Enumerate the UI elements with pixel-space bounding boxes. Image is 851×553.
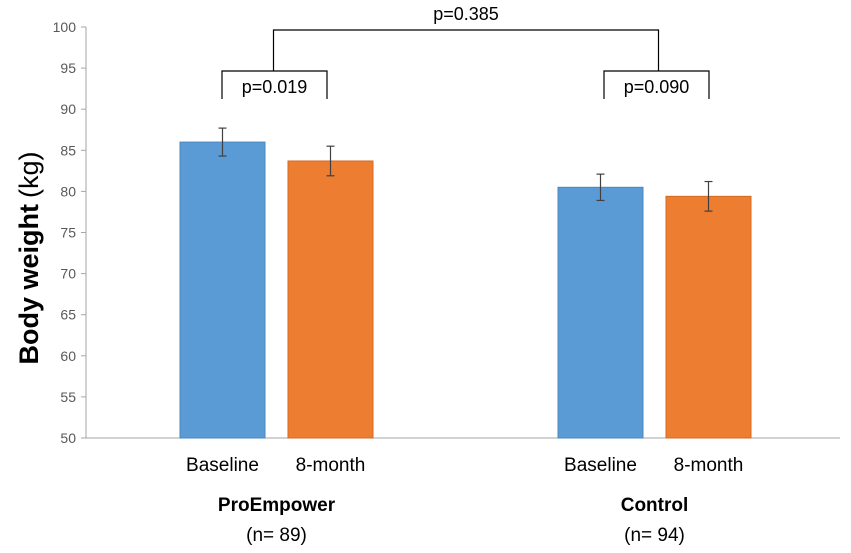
category-label: Baseline xyxy=(564,455,637,476)
y-tick-label: 95 xyxy=(60,60,76,76)
within-group-bracket xyxy=(221,70,328,99)
category-label: 8-month xyxy=(674,455,744,476)
y-tick-label: 100 xyxy=(53,19,77,35)
bar-proempower-8-month xyxy=(287,160,374,439)
category-label: Baseline xyxy=(186,455,259,476)
y-tick-label: 55 xyxy=(60,389,76,405)
bar-control-8-month xyxy=(665,195,752,439)
y-tick-label: 75 xyxy=(60,225,76,241)
group-n-label: (n= 89) xyxy=(246,525,307,546)
between-group-p-value: p=0.385 xyxy=(433,4,499,24)
y-tick-label: 85 xyxy=(60,142,76,158)
within-group-p-value: p=0.090 xyxy=(624,77,690,97)
bar-control-baseline xyxy=(557,186,644,439)
bar-proempower-baseline xyxy=(179,141,266,439)
y-axis-title: Body weight (kg) xyxy=(14,152,44,365)
group-label: ProEmpower xyxy=(218,495,336,516)
y-tick-label: 65 xyxy=(60,307,76,323)
category-label: 8-month xyxy=(296,455,366,476)
y-tick-label: 90 xyxy=(60,101,76,117)
y-tick-label: 80 xyxy=(60,183,76,199)
group-n-label: (n= 94) xyxy=(624,525,685,546)
between-group-bracket xyxy=(272,29,660,71)
group-label: Control xyxy=(621,495,689,516)
within-group-bracket xyxy=(603,70,710,99)
y-tick-label: 70 xyxy=(60,266,76,282)
y-tick-label: 60 xyxy=(60,348,76,364)
y-axis-title-unit: (kg) xyxy=(14,152,44,199)
within-group-p-value: p=0.019 xyxy=(242,77,308,97)
y-tick-label: 50 xyxy=(60,430,76,446)
y-axis-title-main: Body weight xyxy=(14,204,44,365)
